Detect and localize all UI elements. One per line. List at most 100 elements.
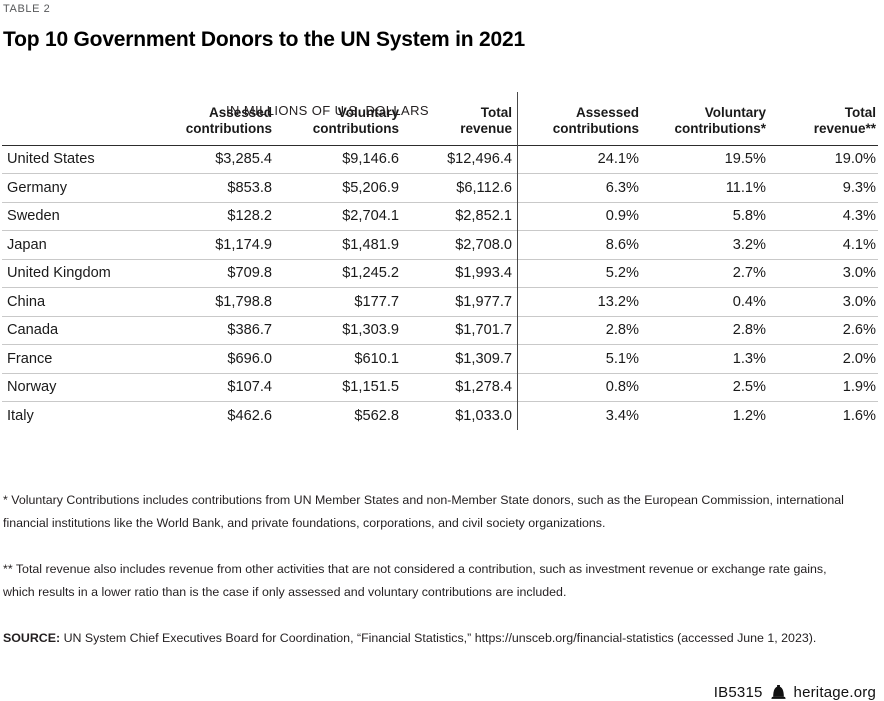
table-row: Italy $462.6 $562.8 $1,033.0 3.4% 1.2% 1.6%	[2, 402, 878, 430]
voluntary-pct-cell: 2.5%	[639, 373, 766, 402]
assessed-pct-cell: 5.2%	[519, 259, 639, 288]
col-header-assessed-usd: Assessed contributions	[185, 104, 272, 137]
total-usd-cell: $1,977.7	[399, 287, 519, 317]
table-row: France $696.0 $610.1 $1,309.7 5.1% 1.3% 2.0%	[2, 344, 878, 374]
liberty-bell-icon	[770, 684, 787, 700]
col-header-total-pct: Total revenue**	[813, 104, 876, 137]
assessed-usd-cell: $386.7	[136, 316, 272, 345]
voluntary-pct-cell: 11.1%	[639, 173, 766, 203]
assessed-pct-cell: 6.3%	[519, 173, 639, 203]
voluntary-usd-cell: $1,481.9	[272, 230, 399, 260]
total-pct-cell: 1.9%	[766, 373, 878, 402]
country-cell: United States	[2, 145, 136, 174]
assessed-usd-cell: $462.6	[227, 407, 272, 424]
total-usd-cell: $1,701.7	[399, 316, 519, 345]
table-row: Canada $386.7 $1,303.9 $1,701.7 2.8% 2.8% 2.6%	[2, 316, 878, 345]
doc-id: IB5315	[713, 683, 763, 701]
source-label: SOURCE:	[3, 630, 61, 645]
voluntary-pct-cell: 2.7%	[639, 259, 766, 288]
country-cell: Norway	[2, 373, 136, 402]
table-row: Germany $853.8 $5,206.9 $6,112.6 6.3% 11.1% 9.…	[2, 173, 878, 203]
table-row: United States $3,285.4 $9,146.6 $12,496.4 24…	[2, 145, 878, 174]
assessed-usd-cell: $853.8	[136, 173, 272, 203]
assessed-pct-cell: 5.1%	[519, 344, 639, 374]
total-usd-cell: $1,033.0	[455, 407, 512, 424]
voluntary-usd-cell: $610.1	[272, 344, 399, 374]
table-row: Japan $1,174.9 $1,481.9 $2,708.0 8.6% 3.2% 4.1…	[2, 230, 878, 260]
header-row: Assessed contributions Voluntary contrib…	[2, 92, 878, 145]
total-pct-cell: 2.6%	[766, 316, 878, 345]
donors-table: Assessed contributions Voluntary contrib…	[2, 92, 878, 430]
total-pct-cell: 2.0%	[766, 344, 878, 374]
voluntary-pct-cell: 3.2%	[639, 230, 766, 260]
total-usd-cell: $1,993.4	[399, 259, 519, 288]
total-pct-cell: 1.6%	[842, 407, 876, 424]
total-usd-cell: $1,278.4	[399, 373, 519, 402]
page-title: Top 10 Government Donors to the UN Syste…	[3, 28, 525, 51]
voluntary-pct-cell: 0.4%	[639, 287, 766, 317]
total-usd-cell: $2,708.0	[399, 230, 519, 260]
assessed-usd-cell: $128.2	[136, 202, 272, 231]
total-usd-cell: $6,112.6	[399, 173, 519, 203]
total-pct-cell: 19.0%	[766, 145, 878, 174]
voluntary-pct-cell: 1.2%	[732, 407, 766, 424]
table-row: Sweden $128.2 $2,704.1 $2,852.1 0.9% 5.8% 4.3%	[2, 202, 878, 231]
voluntary-usd-cell: $177.7	[272, 287, 399, 317]
total-usd-cell: $2,852.1	[399, 202, 519, 231]
assessed-usd-cell: $1,798.8	[136, 287, 272, 317]
col-header-voluntary-pct: Voluntary contributions*	[674, 104, 767, 137]
table-row: United Kingdom $709.8 $1,245.2 $1,993.4 5.2%…	[2, 259, 878, 288]
total-pct-cell: 3.0%	[766, 287, 878, 317]
assessed-pct-cell: 13.2%	[519, 287, 639, 317]
footnote-total-revenue: ** Total revenue also includes revenue f…	[3, 561, 827, 599]
assessed-pct-cell: 24.1%	[519, 145, 639, 174]
col-header-total-usd: Total revenue	[460, 104, 512, 137]
col-header-assessed-pct: Assessed contributions	[552, 104, 639, 137]
voluntary-usd-cell: $1,151.5	[272, 373, 399, 402]
assessed-pct-cell: 0.8%	[519, 373, 639, 402]
assessed-usd-cell: $3,285.4	[136, 145, 272, 174]
table-body: United States $3,285.4 $9,146.6 $12,496.4 24…	[2, 145, 878, 430]
footnote-voluntary: * Voluntary Contributions includes contr…	[3, 492, 844, 530]
voluntary-usd-cell: $1,245.2	[272, 259, 399, 288]
assessed-usd-cell: $696.0	[136, 344, 272, 374]
country-cell: Italy	[7, 407, 34, 424]
footnotes: * Voluntary Contributions includes contr…	[3, 466, 884, 673]
assessed-pct-cell: 0.9%	[519, 202, 639, 231]
voluntary-pct-cell: 2.8%	[639, 316, 766, 345]
site-link[interactable]: heritage.org	[793, 683, 876, 701]
unit-group-header: IN MILLIONS OF U.S. DOLLARS	[226, 103, 429, 118]
assessed-usd-cell: $1,174.9	[136, 230, 272, 260]
voluntary-usd-cell: $1,303.9	[272, 316, 399, 345]
source-text: UN System Chief Executives Board for Coo…	[60, 630, 817, 645]
assessed-pct-cell: 3.4%	[605, 407, 639, 424]
country-cell: France	[2, 344, 136, 374]
country-cell: United Kingdom	[2, 259, 136, 288]
table-row: Norway $107.4 $1,151.5 $1,278.4 0.8% 2.5% 1.9%	[2, 373, 878, 402]
voluntary-pct-cell: 1.3%	[639, 344, 766, 374]
voluntary-usd-cell: $2,704.1	[272, 202, 399, 231]
voluntary-pct-cell: 19.5%	[639, 145, 766, 174]
total-pct-cell: 9.3%	[766, 173, 878, 203]
table-region: IN MILLIONS OF U.S. DOLLARS Assessed con…	[2, 92, 878, 430]
assessed-usd-cell: $107.4	[136, 373, 272, 402]
country-cell: Canada	[2, 316, 136, 345]
country-cell: Japan	[2, 230, 136, 260]
footer: IB5315 heritage.org	[0, 684, 884, 701]
total-usd-cell: $1,309.7	[399, 344, 519, 374]
voluntary-usd-cell: $5,206.9	[272, 173, 399, 203]
col-header-country	[2, 92, 136, 145]
assessed-pct-cell: 8.6%	[519, 230, 639, 260]
column-group-divider	[517, 92, 518, 430]
table-number-label: TABLE 2	[3, 3, 51, 15]
total-pct-cell: 3.0%	[766, 259, 878, 288]
source-line: SOURCE: UN System Chief Executives Board…	[3, 627, 884, 650]
total-pct-cell: 4.1%	[766, 230, 878, 260]
assessed-usd-cell: $709.8	[136, 259, 272, 288]
assessed-pct-cell: 2.8%	[519, 316, 639, 345]
country-cell: Sweden	[2, 202, 136, 231]
table-row: China $1,798.8 $177.7 $1,977.7 13.2% 0.4% 3.0%	[2, 287, 878, 317]
country-cell: China	[2, 287, 136, 317]
country-cell: Germany	[2, 173, 136, 203]
